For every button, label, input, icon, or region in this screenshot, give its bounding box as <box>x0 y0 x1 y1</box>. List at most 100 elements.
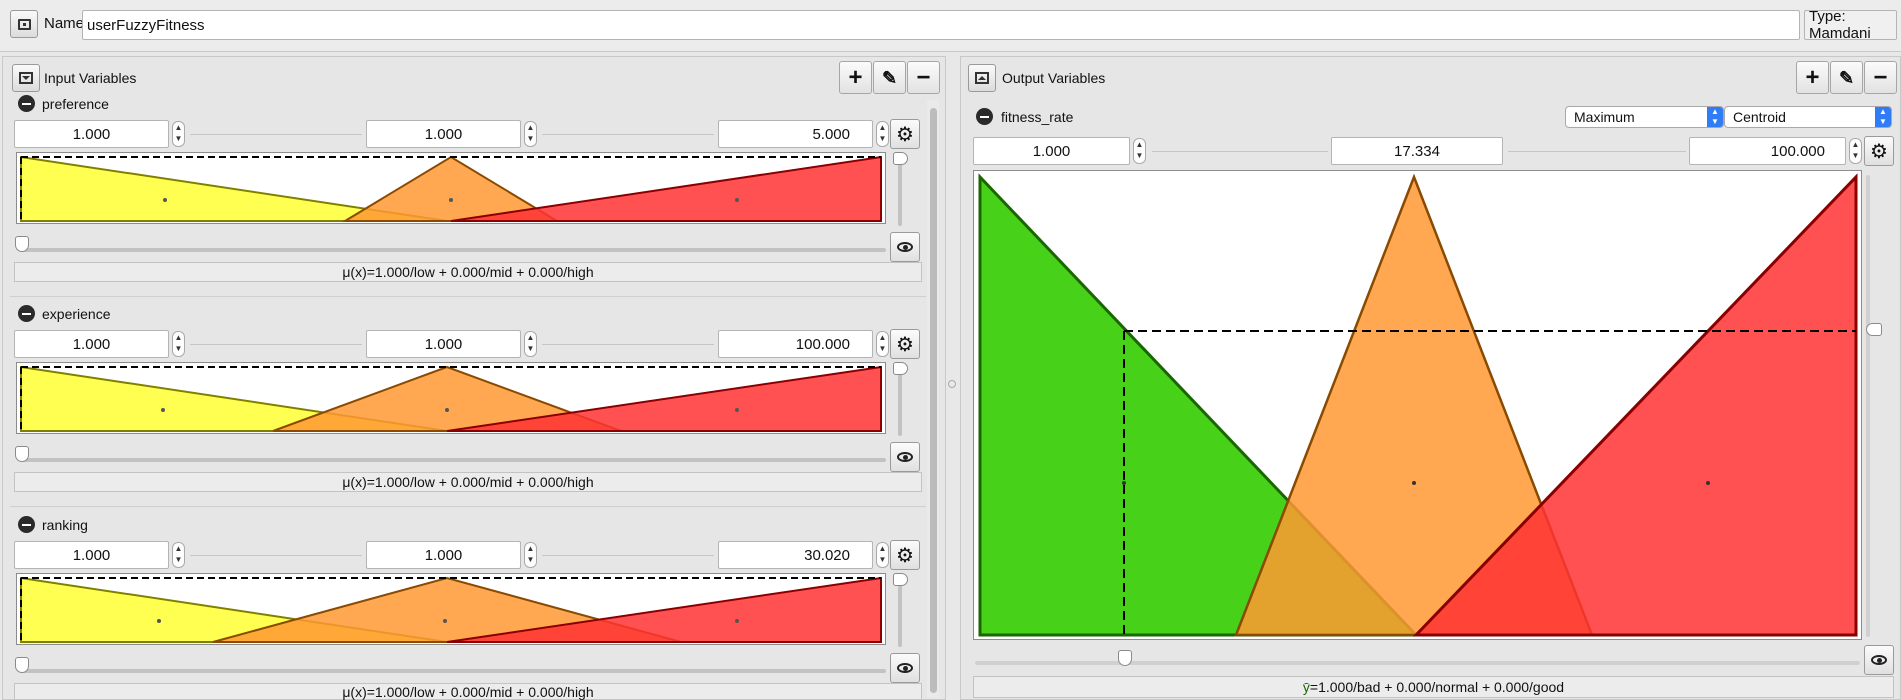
output-slider[interactable] <box>975 661 1860 665</box>
add-output-button[interactable]: + <box>1796 61 1829 94</box>
max-input[interactable]: 5.000 <box>718 120 873 148</box>
max-spinner[interactable]: ▲ ▼ <box>876 331 889 357</box>
value-input[interactable]: 1.000 <box>366 330 521 358</box>
input-scrollbar[interactable] <box>927 100 939 698</box>
gear-icon[interactable]: ⚙ <box>890 540 920 570</box>
value-input[interactable]: 1.000 <box>366 120 521 148</box>
value-spinner[interactable]: ▲ ▼ <box>524 542 537 568</box>
output-variables-title: Output Variables <box>1002 70 1105 86</box>
min-input[interactable]: 1.000 <box>973 137 1130 165</box>
defuzzifier-value: Centroid <box>1733 109 1786 125</box>
vertical-slider-knob[interactable] <box>893 362 908 375</box>
remove-output-button[interactable]: − <box>1864 61 1897 94</box>
max-spinner[interactable]: ▲ ▼ <box>876 121 889 147</box>
remove-variable-icon[interactable] <box>18 95 35 112</box>
value-spinner[interactable]: ▲ ▼ <box>524 121 537 147</box>
vertical-slider[interactable] <box>898 370 902 436</box>
min-input[interactable]: 1.000 <box>14 541 169 569</box>
input-slider-knob[interactable] <box>15 657 29 673</box>
input-slider-knob[interactable] <box>15 236 29 252</box>
gear-icon[interactable]: ⚙ <box>890 329 920 359</box>
remove-variable-icon[interactable] <box>18 305 35 322</box>
max-spinner[interactable]: ▲ ▼ <box>876 542 889 568</box>
type-label: Type: Mamdani <box>1804 10 1897 40</box>
window-menu-button[interactable] <box>10 10 38 38</box>
membership-readout: μ(x)=1.000/low + 0.000/mid + 0.000/high <box>14 472 922 492</box>
minus-icon: − <box>916 66 930 90</box>
splitter-handle[interactable] <box>948 380 956 388</box>
expand-icon <box>975 72 989 84</box>
output-slider-knob[interactable] <box>1118 650 1132 666</box>
membership-chart <box>17 574 885 644</box>
min-input[interactable]: 1.000 <box>14 120 169 148</box>
variable-name: preference <box>42 96 109 112</box>
accumulation-select[interactable]: Maximum ▲ ▼ <box>1565 106 1724 128</box>
output-membership-chart <box>974 171 1861 639</box>
edit-input-button[interactable]: ✎ <box>873 61 906 94</box>
max-input[interactable]: 100.000 <box>718 330 873 358</box>
collapse-inputs-button[interactable] <box>12 64 40 92</box>
vertical-slider-knob[interactable] <box>893 573 908 586</box>
remove-input-button[interactable]: − <box>907 61 940 94</box>
vertical-slider[interactable] <box>1866 175 1870 637</box>
eye-icon[interactable] <box>890 442 920 472</box>
eye-icon[interactable] <box>1864 645 1894 675</box>
name-input[interactable]: userFuzzyFitness <box>82 10 1800 40</box>
membership-plot <box>16 573 886 645</box>
remove-variable-icon[interactable] <box>18 516 35 533</box>
collapse-outputs-button[interactable] <box>968 64 996 92</box>
max-input[interactable]: 100.000 <box>1689 137 1846 165</box>
name-label: Name <box>44 15 84 32</box>
output-readout: ȳ =1.000/bad + 0.000/normal + 0.000/good <box>973 676 1894 698</box>
title-bar: Name userFuzzyFitness Type: Mamdani <box>0 0 1901 52</box>
input-slider-knob[interactable] <box>15 446 29 462</box>
variable-name: experience <box>42 306 111 322</box>
min-spinner[interactable]: ▲ ▼ <box>1133 138 1146 164</box>
add-input-button[interactable]: + <box>839 61 872 94</box>
input-variables-title: Input Variables <box>44 70 136 86</box>
min-input[interactable]: 1.000 <box>14 330 169 358</box>
vertical-slider-knob[interactable] <box>893 152 908 165</box>
membership-chart <box>17 153 885 223</box>
vertical-slider[interactable] <box>898 581 902 647</box>
input-slider[interactable] <box>20 458 886 462</box>
membership-chart <box>17 363 885 433</box>
input-slider[interactable] <box>20 669 886 673</box>
membership-plot <box>16 362 886 434</box>
vertical-slider[interactable] <box>898 160 902 226</box>
accumulation-value: Maximum <box>1574 109 1635 125</box>
result-symbol: ȳ <box>1303 679 1310 695</box>
membership-plot <box>16 152 886 224</box>
membership-readout: μ(x)=1.000/low + 0.000/mid + 0.000/high <box>14 262 922 282</box>
output-membership-plot <box>973 170 1862 640</box>
variable-name: ranking <box>42 517 88 533</box>
eye-icon[interactable] <box>890 232 920 262</box>
min-spinner[interactable]: ▲ ▼ <box>172 542 185 568</box>
min-spinner[interactable]: ▲ ▼ <box>172 121 185 147</box>
plus-icon: + <box>1805 66 1819 90</box>
max-spinner[interactable]: ▲ ▼ <box>1849 138 1862 164</box>
collapse-icon <box>19 72 33 84</box>
minus-icon: − <box>1873 66 1887 90</box>
frame-icon <box>18 19 31 30</box>
remove-variable-icon[interactable] <box>976 108 993 125</box>
value-spinner[interactable]: ▲ ▼ <box>524 331 537 357</box>
scrollbar-thumb[interactable] <box>930 108 937 693</box>
vertical-slider-knob[interactable] <box>1866 323 1882 336</box>
defuzzifier-select[interactable]: Centroid ▲ ▼ <box>1724 106 1892 128</box>
min-spinner[interactable]: ▲ ▼ <box>172 331 185 357</box>
edit-output-button[interactable]: ✎ <box>1830 61 1863 94</box>
dropdown-arrow-icon: ▲ ▼ <box>1707 107 1723 127</box>
gear-icon[interactable]: ⚙ <box>1864 136 1894 166</box>
gear-icon[interactable]: ⚙ <box>890 119 920 149</box>
input-slider[interactable] <box>20 248 886 252</box>
pencil-icon: ✎ <box>1839 69 1854 87</box>
output-value: 17.334 <box>1331 137 1503 165</box>
value-input[interactable]: 1.000 <box>366 541 521 569</box>
dropdown-arrow-icon: ▲ ▼ <box>1875 107 1891 127</box>
eye-icon[interactable] <box>890 653 920 683</box>
result-text: =1.000/bad + 0.000/normal + 0.000/good <box>1310 679 1564 695</box>
membership-readout: μ(x)=1.000/low + 0.000/mid + 0.000/high <box>14 683 922 700</box>
term-high <box>451 157 881 221</box>
max-input[interactable]: 30.020 <box>718 541 873 569</box>
